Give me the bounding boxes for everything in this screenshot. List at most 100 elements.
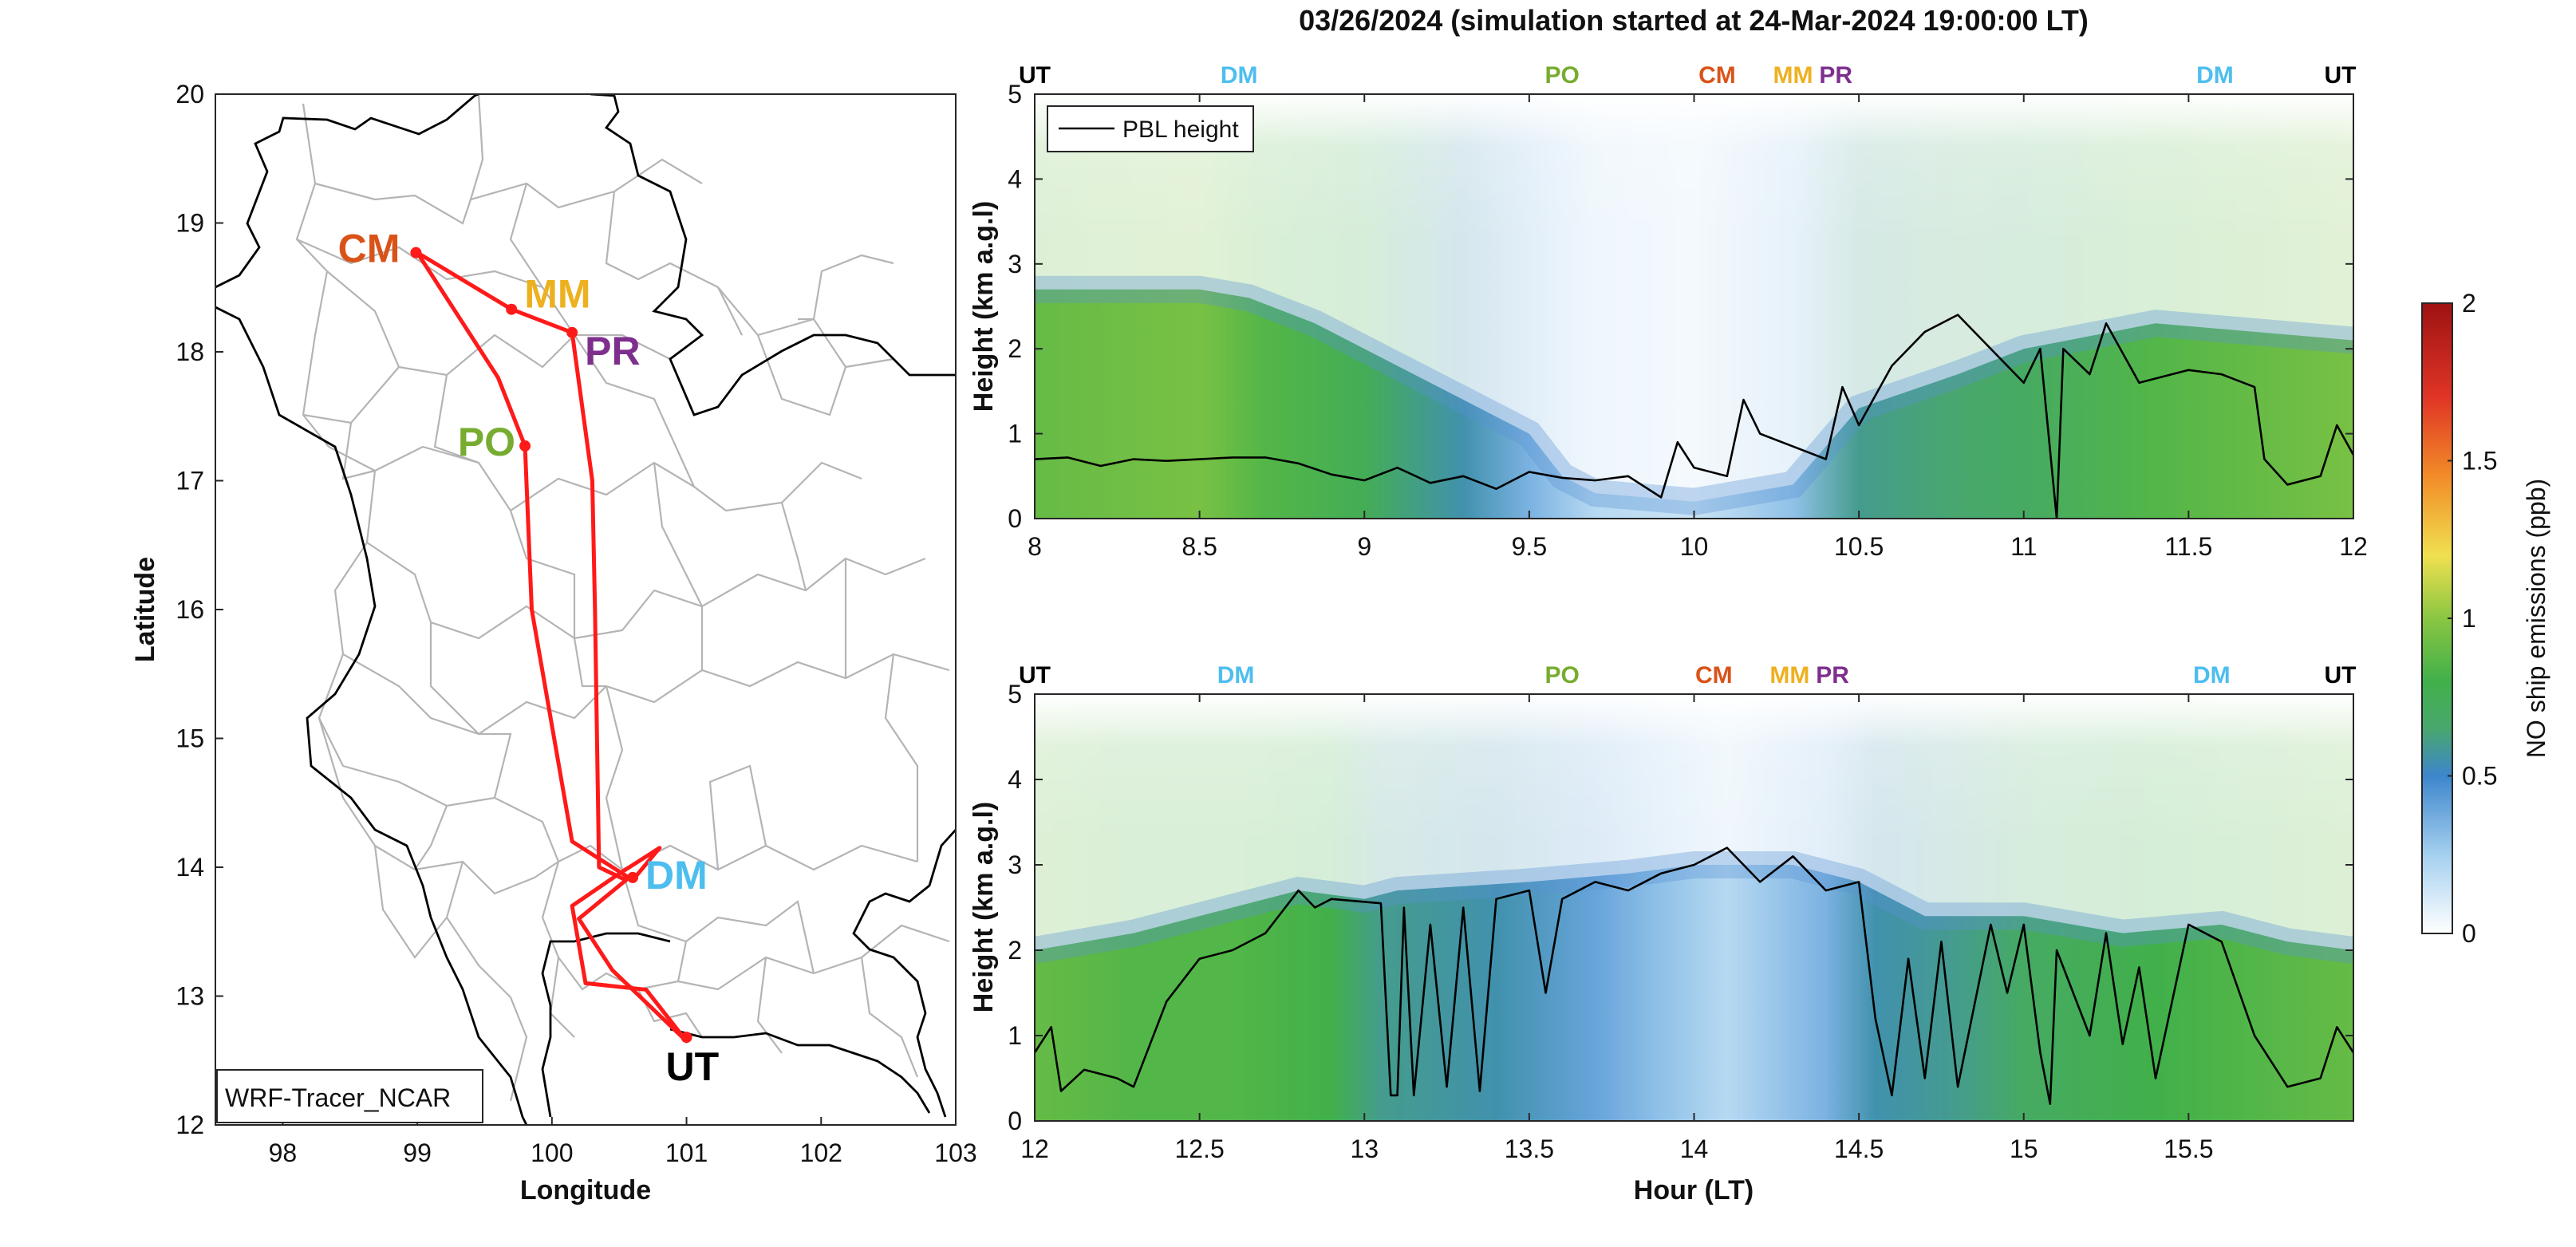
province-boundaries: [295, 94, 950, 1102]
map-ytick-label: 12: [176, 1111, 204, 1139]
site-label: PO: [458, 420, 515, 464]
flight-track: [415, 251, 689, 1044]
bottom-pbl-height-line: [1035, 846, 2353, 1105]
top-xtick-label: 11: [2010, 532, 2037, 561]
colorbar-tick-label: 1: [2462, 604, 2476, 633]
bottom-xlabel: Hour (LT): [1634, 1175, 1753, 1206]
map-xlabel: Longitude: [520, 1175, 651, 1206]
map-axes: 98 99 100 101 102 103 12 13 14 15 16 17 18 19 20: [176, 80, 976, 1167]
top-site-label: PO: [1545, 62, 1580, 89]
bot-xtick-label: 12.5: [1174, 1135, 1224, 1163]
top-site-label: DM: [1221, 62, 1258, 89]
bot-xtick-label: 13.5: [1505, 1135, 1554, 1163]
bot-site-label: CM: [1695, 662, 1733, 689]
map-background: [215, 94, 956, 1125]
bot-xtick-label: 12: [1020, 1135, 1049, 1163]
top-site-label: MM: [1773, 62, 1813, 89]
site-label: DM: [645, 853, 708, 898]
top-xtick-label: 11.5: [2164, 532, 2212, 561]
top-xtick-label: 9: [1357, 532, 1371, 561]
country-border: [215, 94, 956, 1125]
site-label: UT: [666, 1044, 720, 1089]
map-xtick-label: 101: [665, 1138, 708, 1167]
map-xtick-label: 100: [531, 1138, 573, 1167]
bot-site-label: MM: [1769, 662, 1809, 689]
top-layer-top: [1035, 94, 2353, 515]
map-ytick-label: 19: [176, 209, 204, 238]
bottom-ylabel: Height (km a.g.l): [968, 802, 999, 1012]
bot-xtick-label: 14.5: [1834, 1135, 1884, 1163]
top-ytick-label: 2: [1008, 334, 1022, 363]
bottom-layer-top: [1035, 694, 2353, 964]
site-marker: [680, 1032, 692, 1044]
bot-site-label: PR: [1816, 662, 1849, 689]
figure-title: 03/26/2024 (simulation started at 24-Mar…: [1299, 4, 2089, 37]
colorbar-label: NO ship emissions (ppb): [2522, 479, 2550, 758]
top-xtick-label: 9.5: [1512, 532, 1547, 561]
top-site-labels: UT DM PO CM MM PR DM UT: [1019, 62, 2356, 89]
map-ytick-label: 16: [176, 595, 204, 624]
bot-ytick-label: 0: [1008, 1107, 1022, 1135]
bot-xtick-label: 15: [2010, 1135, 2038, 1163]
site-label: CM: [338, 227, 400, 271]
top-ytick-label: 3: [1008, 250, 1022, 278]
bot-site-label: UT: [1019, 662, 1051, 689]
bot-site-label: UT: [2324, 662, 2356, 689]
map-ytick-label: 20: [176, 80, 204, 109]
map-ytick-label: 15: [176, 724, 204, 753]
site-marker: [566, 326, 578, 338]
map-boundaries: CM MM PR PO DM UT: [215, 94, 956, 1125]
map-ylabel: Latitude: [130, 557, 160, 662]
map-xtick-label: 99: [403, 1138, 432, 1167]
top-site-label: DM: [2196, 62, 2234, 89]
colorbar-ramp: [2421, 302, 2453, 934]
colorbar: 0 0.5 1 1.5 2 NO ship emissions (ppb): [2421, 289, 2550, 948]
colorbar-ticks: 0 0.5 1 1.5 2: [2448, 289, 2497, 948]
site-marker: [627, 871, 639, 883]
top-ytick-label: 4: [1008, 164, 1022, 193]
top-legend-label: PBL height: [1122, 116, 1239, 143]
bot-xtick-label: 14: [1680, 1135, 1709, 1163]
bot-xtick-label: 15.5: [2164, 1135, 2213, 1163]
top-site-label: UT: [1019, 62, 1051, 89]
bottom-site-labels: UT DM PO CM MM PR DM UT: [1019, 662, 2356, 689]
top-xtick-label: 12: [2339, 532, 2368, 561]
bot-ytick-label: 1: [1008, 1021, 1022, 1050]
top-ytick-label: 0: [1008, 504, 1022, 533]
map-legend-label: WRF-Tracer_NCAR: [225, 1083, 451, 1112]
map-ytick-label: 14: [176, 853, 204, 882]
site-marker: [519, 440, 531, 452]
colorbar-tick-label: 0: [2462, 919, 2476, 948]
bot-site-label: DM: [2193, 662, 2231, 689]
map-xtick-label: 103: [934, 1138, 976, 1167]
top-site-label: UT: [2324, 62, 2356, 89]
map-ytick-label: 13: [176, 982, 204, 1011]
map-legend-box: [216, 1069, 483, 1123]
top-xtick-label: 10: [1680, 532, 1709, 561]
bot-site-label: DM: [1217, 662, 1255, 689]
map-xtick-label: 102: [800, 1138, 842, 1167]
map-legend: WRF-Tracer_NCAR: [216, 1069, 483, 1123]
site-marker: [506, 303, 518, 315]
top-xtick-label: 10.5: [1834, 532, 1884, 561]
site-marker: [410, 247, 422, 258]
bot-xtick-label: 13: [1350, 1135, 1379, 1163]
top-ytick-label: 5: [1008, 80, 1022, 109]
map-panel: CM MM PR PO DM UT 98 99 100 101 102 103 12 13 14 15 16 1…: [130, 80, 977, 1206]
bot-ytick-label: 4: [1008, 765, 1022, 794]
map-ytick-label: 18: [176, 337, 204, 366]
top-pbl-height-line: [1035, 314, 2353, 519]
top-ylabel: Height (km a.g.l): [968, 201, 999, 412]
top-xtick-label: 8.5: [1181, 532, 1217, 561]
colorbar-tick-label: 0.5: [2462, 762, 2497, 791]
top-legend: PBL height: [1047, 105, 1254, 152]
site-label: MM: [524, 272, 590, 317]
map-xtick-label: 98: [269, 1138, 298, 1167]
bot-site-label: PO: [1545, 662, 1580, 689]
site-label: PR: [585, 329, 640, 373]
